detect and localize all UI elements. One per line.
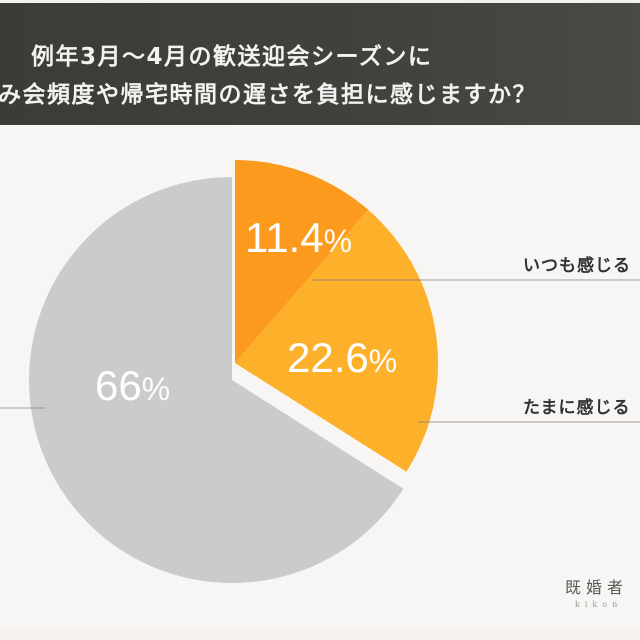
- bottom-border: [0, 628, 640, 640]
- percent-symbol: %: [323, 223, 353, 259]
- chart-title-banner: 例年3月～4月の歓送迎会シーズンに み会頻度や帰宅時間の遅さを負担に感じますか？: [0, 3, 640, 125]
- legend-label-sometimes: たまに感じる: [523, 398, 631, 418]
- percent-symbol: %: [141, 371, 171, 407]
- slice-value-number: 22.6: [287, 334, 369, 381]
- slice-value-sometimes: 22.6%: [287, 334, 397, 382]
- brand-logo: 既婚者: [565, 578, 629, 597]
- slice-value-number: 11.4: [245, 214, 324, 261]
- pie-slice-always: [235, 160, 369, 363]
- slice-value-other: 66%: [95, 362, 170, 410]
- slice-value-number: 66: [95, 362, 142, 409]
- percent-symbol: %: [368, 343, 398, 379]
- chart-title-line-2: み会頻度や帰宅時間の遅さを負担に感じますか？: [0, 82, 537, 108]
- top-border: [0, 0, 640, 3]
- slice-value-always: 11.4%: [245, 214, 352, 262]
- brand-logo-sub: kikon: [575, 600, 623, 609]
- chart-title-line-1: 例年3月～4月の歓送迎会シーズンに: [31, 44, 433, 70]
- pie-slice-other: [29, 177, 404, 583]
- pie-slice-sometimes: [235, 209, 439, 472]
- legend-label-always: いつも感じる: [523, 256, 631, 276]
